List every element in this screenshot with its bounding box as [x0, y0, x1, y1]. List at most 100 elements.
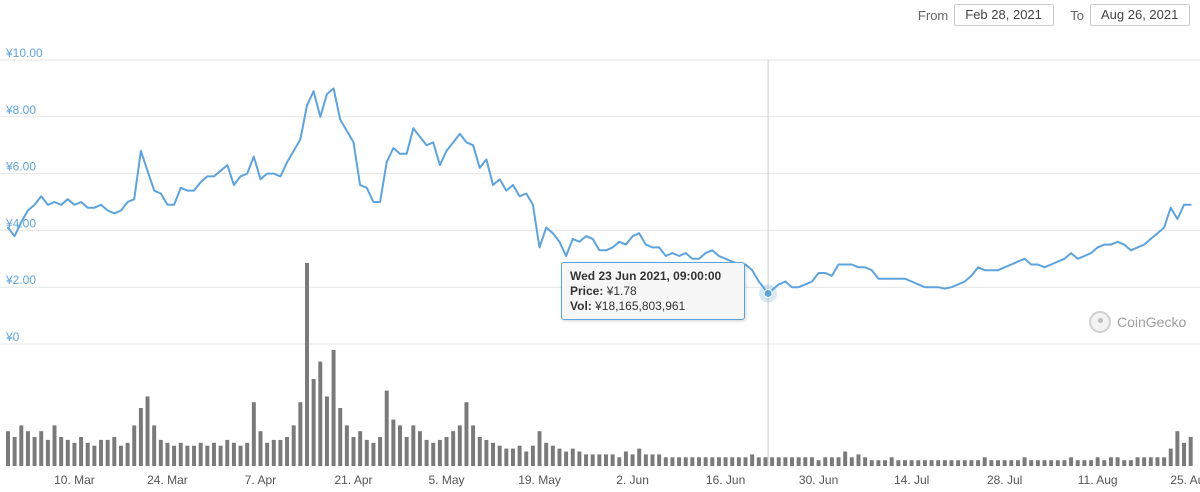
volume-bar	[331, 350, 336, 466]
volume-bar	[1148, 457, 1153, 466]
volume-bar	[697, 457, 701, 466]
volume-bar	[849, 457, 854, 466]
volume-bar	[477, 437, 482, 466]
volume-bar	[1155, 457, 1160, 466]
volume-bar	[504, 448, 509, 466]
volume-bar	[909, 460, 914, 466]
volume-bar	[1175, 431, 1180, 466]
volume-bar	[125, 442, 130, 466]
volume-bar	[497, 445, 502, 466]
volume-bar	[1102, 460, 1107, 466]
volume-bar	[305, 263, 309, 466]
volume-bar	[677, 457, 682, 466]
x-tick-label: 28. Jul	[987, 473, 1022, 487]
volume-bar	[716, 457, 721, 466]
y-tick-label: ¥6.00	[5, 160, 36, 174]
volume-bar	[936, 460, 941, 466]
volume-bar	[85, 442, 90, 466]
volume-bar	[404, 437, 409, 466]
x-tick-label: 11. Aug	[1078, 473, 1118, 487]
volume-bar	[491, 442, 496, 466]
volume-bar	[510, 448, 515, 466]
grid-lines	[0, 59, 1200, 345]
volume-bar	[790, 457, 795, 466]
volume-bar	[152, 425, 157, 466]
volume-bar	[378, 437, 383, 466]
volume-bar	[770, 457, 775, 466]
volume-bar	[557, 448, 562, 466]
y-tick-label: ¥10.00	[5, 46, 43, 60]
volume-bar	[311, 379, 316, 466]
hover-point	[763, 288, 773, 298]
volume-bar	[876, 460, 881, 466]
volume-bars	[6, 263, 1193, 466]
volume-bar	[922, 460, 927, 466]
volume-bar	[165, 442, 170, 466]
volume-bar	[776, 457, 781, 466]
date-range-selector: From Feb 28, 2021 To Aug 26, 2021	[918, 4, 1190, 26]
volume-bar	[1069, 457, 1074, 466]
volume-bar	[1049, 460, 1054, 466]
tooltip-volume-row: Vol: ¥18,165,803,961	[570, 299, 736, 314]
watermark-text: CoinGecko	[1117, 314, 1187, 330]
volume-bar	[1062, 460, 1067, 466]
volume-bar	[730, 457, 735, 466]
volume-bar	[344, 425, 349, 466]
volume-bar	[52, 425, 57, 466]
volume-bar	[32, 437, 37, 466]
x-tick-label: 19. May	[518, 473, 561, 487]
volume-bar	[431, 442, 436, 466]
volume-bar	[391, 419, 396, 466]
volume-bar	[1029, 460, 1034, 466]
volume-bar	[79, 437, 84, 466]
volume-bar	[550, 445, 555, 466]
volume-bar	[902, 460, 907, 466]
volume-bar	[996, 460, 1000, 466]
volume-bar	[1042, 460, 1047, 466]
to-date-input[interactable]: Aug 26, 2021	[1090, 4, 1190, 26]
volume-bar	[623, 451, 628, 466]
volume-bar	[484, 439, 489, 466]
volume-bar	[703, 457, 708, 466]
volume-bar	[962, 460, 967, 466]
volume-bar	[6, 431, 10, 466]
volume-bar	[604, 454, 608, 466]
volume-bar	[178, 442, 183, 466]
volume-bar	[889, 457, 894, 466]
volume-bar	[12, 437, 17, 466]
volume-bar	[590, 454, 595, 466]
volume-bar	[896, 460, 901, 466]
volume-bar	[969, 460, 974, 466]
volume-bar	[437, 439, 442, 466]
volume-bar	[45, 439, 50, 466]
tooltip-price-label: Price:	[570, 284, 604, 298]
volume-bar	[172, 445, 177, 466]
volume-bar	[843, 451, 848, 466]
volume-bar	[577, 451, 582, 466]
volume-bar	[597, 454, 602, 466]
volume-bar	[829, 457, 834, 466]
volume-bar	[982, 457, 987, 466]
volume-bar	[444, 437, 449, 466]
volume-bar	[743, 457, 748, 466]
volume-bar	[411, 425, 416, 466]
volume-bar	[132, 425, 137, 466]
volume-bar	[251, 402, 256, 466]
volume-bar	[823, 457, 828, 466]
volume-bar	[883, 460, 888, 466]
volume-bar	[537, 431, 542, 466]
volume-bar	[1095, 457, 1100, 466]
volume-bar	[869, 460, 874, 466]
volume-bar	[192, 445, 197, 466]
from-date-input[interactable]: Feb 28, 2021	[954, 4, 1055, 26]
volume-bar	[205, 445, 210, 466]
volume-bar	[1035, 460, 1040, 466]
volume-bar	[1075, 460, 1080, 466]
volume-bar	[451, 431, 456, 466]
volume-bar	[736, 457, 741, 466]
tooltip-volume-value: ¥18,165,803,961	[595, 299, 686, 313]
volume-bar	[158, 439, 163, 466]
y-tick-label: ¥8.00	[5, 103, 36, 117]
volume-bar	[285, 437, 290, 466]
